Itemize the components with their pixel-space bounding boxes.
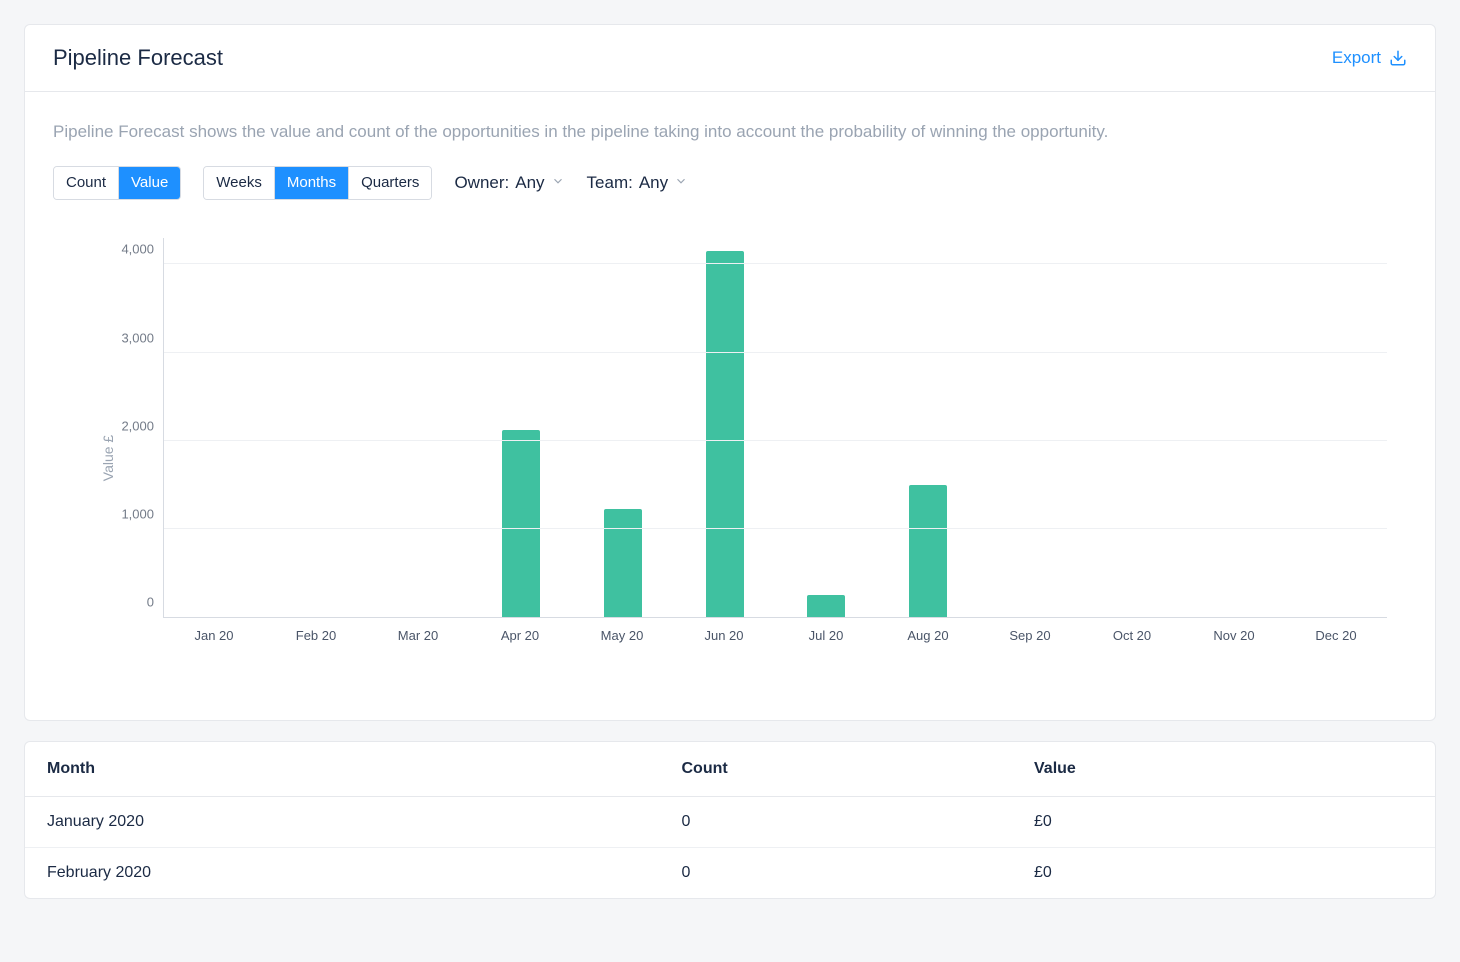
cell-month: February 2020 <box>25 848 660 899</box>
summary-table-card: Month Count Value January 20200£0Februar… <box>24 741 1436 899</box>
bar-slot <box>164 238 266 617</box>
cell-count: 0 <box>660 848 1013 899</box>
chart-bar[interactable] <box>604 509 642 617</box>
cell-month: January 2020 <box>25 797 660 848</box>
x-tick-label: Aug 20 <box>877 628 979 643</box>
y-axis-title: Value £ <box>100 435 116 481</box>
x-tick-label: Mar 20 <box>367 628 469 643</box>
chart-bar[interactable] <box>706 251 744 617</box>
bar-slot <box>1285 238 1387 617</box>
export-button[interactable]: Export <box>1332 48 1407 68</box>
controls-row: CountValue WeeksMonthsQuarters Owner: An… <box>53 166 1407 200</box>
y-tick-label: 3,000 <box>121 330 154 345</box>
cell-count: 0 <box>660 797 1013 848</box>
table-header-count: Count <box>660 742 1013 797</box>
x-tick-label: Nov 20 <box>1183 628 1285 643</box>
pipeline-forecast-card: Pipeline Forecast Export Pipeline Foreca… <box>24 24 1436 721</box>
owner-filter-dropdown[interactable]: Any <box>515 173 564 193</box>
chart-gridline <box>164 263 1387 264</box>
export-label: Export <box>1332 48 1381 68</box>
chart-container: Value £ 01,0002,0003,0004,000 Jan 20Feb … <box>53 228 1407 688</box>
chevron-down-icon <box>674 173 688 193</box>
team-filter-label: Team: <box>587 173 633 193</box>
y-tick-label: 4,000 <box>121 242 154 257</box>
x-tick-label: Jan 20 <box>163 628 265 643</box>
chart-gridline <box>164 528 1387 529</box>
y-tick-label: 2,000 <box>121 418 154 433</box>
bar-slot <box>674 238 776 617</box>
team-filter-value: Any <box>639 173 668 193</box>
description-text: Pipeline Forecast shows the value and co… <box>53 122 1407 142</box>
metric-toggle: CountValue <box>53 166 181 200</box>
metric-toggle-value[interactable]: Value <box>118 167 180 199</box>
bar-slot <box>572 238 674 617</box>
x-axis-labels: Jan 20Feb 20Mar 20Apr 20May 20Jun 20Jul … <box>163 628 1387 643</box>
table-row: January 20200£0 <box>25 797 1435 848</box>
period-toggle: WeeksMonthsQuarters <box>203 166 432 200</box>
period-toggle-quarters[interactable]: Quarters <box>348 167 431 199</box>
team-filter: Team: Any <box>587 173 689 193</box>
x-tick-label: Feb 20 <box>265 628 367 643</box>
owner-filter-label: Owner: <box>454 173 509 193</box>
chart-bar[interactable] <box>502 430 540 617</box>
cell-value: £0 <box>1012 848 1435 899</box>
bar-slot <box>877 238 979 617</box>
y-tick-label: 0 <box>147 595 154 610</box>
bar-slot <box>979 238 1081 617</box>
owner-filter: Owner: Any <box>454 173 564 193</box>
bar-slot <box>266 238 368 617</box>
x-tick-label: May 20 <box>571 628 673 643</box>
chart-gridline <box>164 352 1387 353</box>
card-header: Pipeline Forecast Export <box>25 25 1435 92</box>
x-tick-label: Jul 20 <box>775 628 877 643</box>
bar-slot <box>1081 238 1183 617</box>
bar-slot <box>776 238 878 617</box>
x-tick-label: Oct 20 <box>1081 628 1183 643</box>
bar-slot <box>470 238 572 617</box>
chevron-down-icon <box>551 173 565 193</box>
summary-table: Month Count Value January 20200£0Februar… <box>25 742 1435 898</box>
chart-bars <box>164 238 1387 617</box>
cell-value: £0 <box>1012 797 1435 848</box>
table-header-month: Month <box>25 742 660 797</box>
chart-bar[interactable] <box>909 485 947 617</box>
period-toggle-weeks[interactable]: Weeks <box>204 167 274 199</box>
table-row: February 20200£0 <box>25 848 1435 899</box>
bar-slot <box>1183 238 1285 617</box>
y-tick-label: 1,000 <box>121 506 154 521</box>
table-header-value: Value <box>1012 742 1435 797</box>
x-tick-label: Apr 20 <box>469 628 571 643</box>
x-tick-label: Sep 20 <box>979 628 1081 643</box>
download-icon <box>1389 49 1407 67</box>
chart-plot-area: 01,0002,0003,0004,000 <box>163 238 1387 618</box>
owner-filter-value: Any <box>515 173 544 193</box>
card-body: Pipeline Forecast shows the value and co… <box>25 92 1435 720</box>
team-filter-dropdown[interactable]: Any <box>639 173 688 193</box>
x-tick-label: Dec 20 <box>1285 628 1387 643</box>
period-toggle-months[interactable]: Months <box>274 167 348 199</box>
page-title: Pipeline Forecast <box>53 45 223 71</box>
x-tick-label: Jun 20 <box>673 628 775 643</box>
chart-gridline <box>164 440 1387 441</box>
bar-slot <box>368 238 470 617</box>
metric-toggle-count[interactable]: Count <box>54 167 118 199</box>
chart-bar[interactable] <box>807 595 845 617</box>
